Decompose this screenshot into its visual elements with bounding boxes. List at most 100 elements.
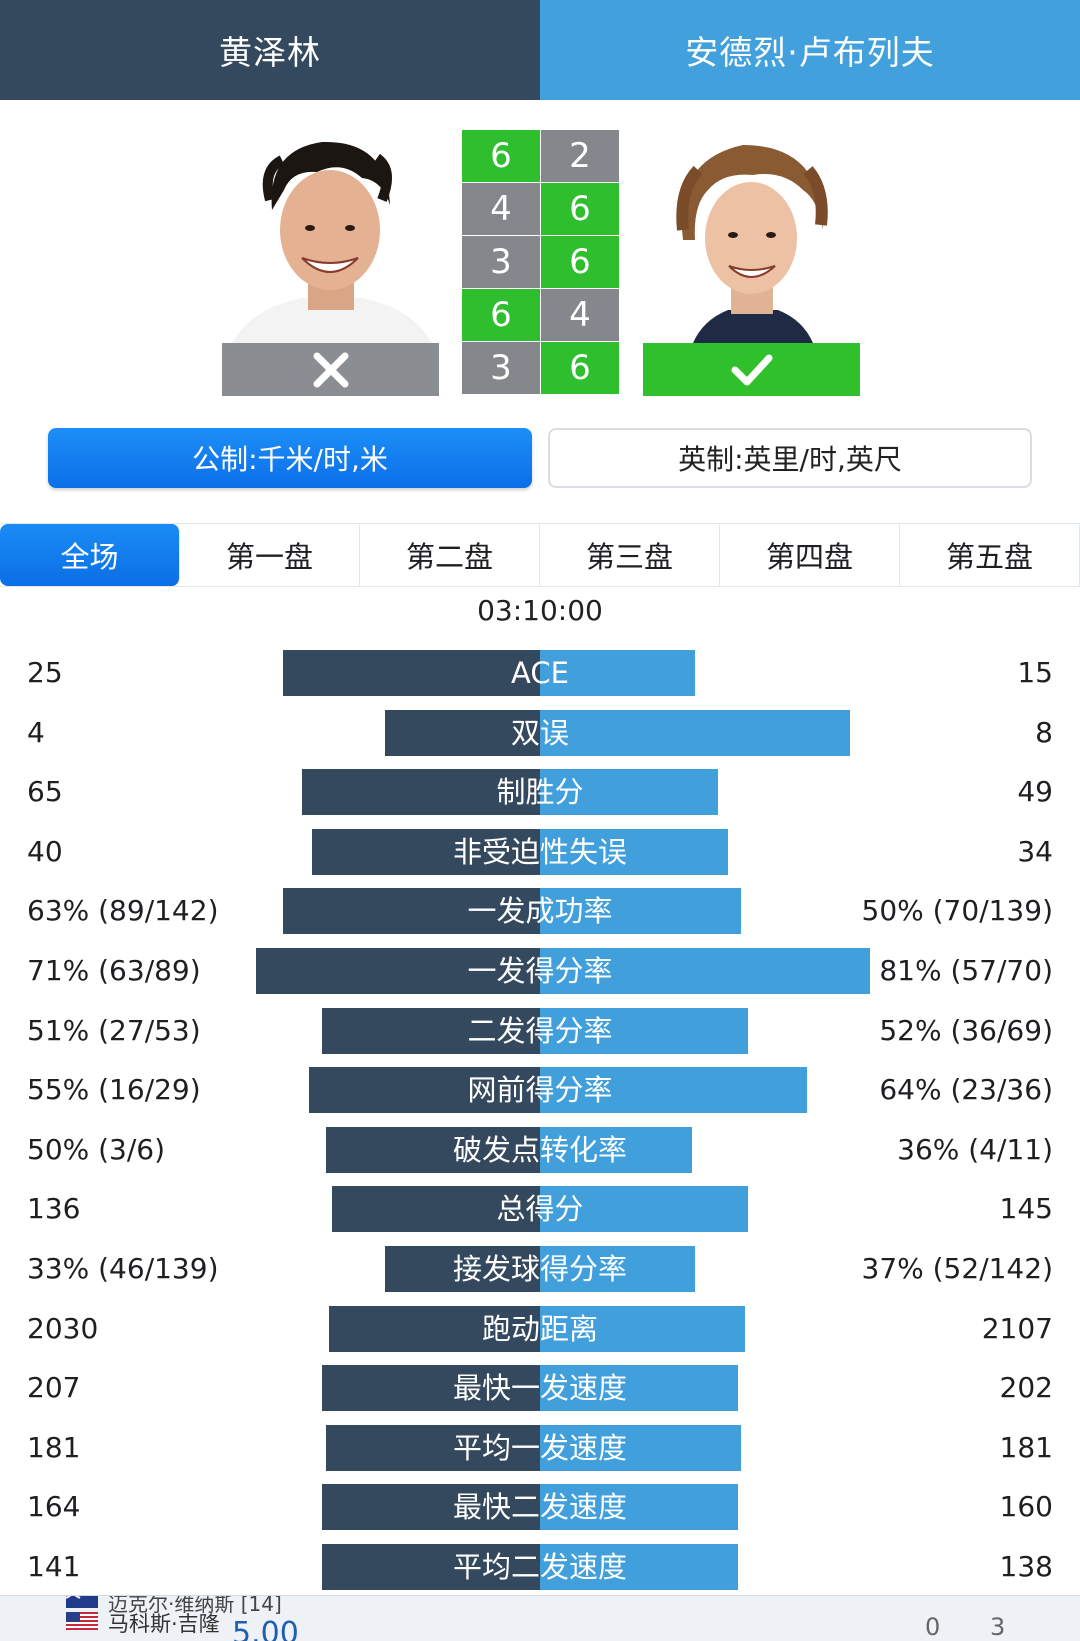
stat-left-bar bbox=[302, 769, 540, 816]
next-match-score-1: 0 bbox=[925, 1613, 941, 1641]
stat-left-bar bbox=[282, 888, 540, 935]
set-4-left-score: 6 bbox=[462, 289, 540, 341]
stat-left-value: 50% (3/6) bbox=[27, 1132, 166, 1166]
stat-left-bar bbox=[325, 1126, 540, 1173]
stat-row: 207 最快一发速度 202 bbox=[0, 1365, 1080, 1425]
stat-left-bar bbox=[309, 1067, 540, 1114]
player-right-name[interactable]: 安德烈·卢布列夫 bbox=[540, 0, 1080, 100]
stat-right-value: 8 bbox=[1035, 715, 1053, 749]
set-1-right-score: 2 bbox=[541, 130, 619, 182]
set-3-row: 3 6 bbox=[462, 236, 620, 288]
stat-left-value: 55% (16/29) bbox=[27, 1073, 201, 1107]
set-3-right-score: 6 bbox=[541, 236, 619, 288]
stat-left-bar bbox=[256, 947, 540, 994]
stat-right-value: 181 bbox=[999, 1430, 1053, 1464]
stat-right-bar bbox=[540, 1543, 738, 1590]
stat-right-value: 2107 bbox=[981, 1311, 1053, 1345]
stat-right-bar bbox=[540, 1007, 748, 1054]
stat-right-bar bbox=[540, 769, 719, 816]
loss-icon bbox=[222, 343, 439, 396]
stat-row: 63% (89/142) 一发成功率 50% (70/139) bbox=[0, 888, 1080, 948]
stats-table: 25 ACE 15 4 双误 8 65 制胜分 49 40 非受迫性失误 34 … bbox=[0, 650, 1080, 1604]
stat-right-bar bbox=[540, 1424, 742, 1471]
stat-left-value: 136 bbox=[27, 1192, 81, 1226]
stat-left-value: 71% (63/89) bbox=[27, 953, 201, 987]
tab-set-2[interactable]: 第二盘 bbox=[360, 524, 540, 586]
stat-right-value: 160 bbox=[999, 1490, 1053, 1524]
stat-right-bar bbox=[540, 947, 870, 994]
stat-row: 2030 跑动距离 2107 bbox=[0, 1305, 1080, 1366]
stat-right-value: 37% (52/142) bbox=[861, 1251, 1054, 1285]
stat-right-bar bbox=[540, 1484, 738, 1531]
stat-right-value: 36% (4/11) bbox=[897, 1132, 1053, 1166]
stat-right-value: 145 bbox=[999, 1192, 1053, 1226]
set-5-left-score: 3 bbox=[462, 342, 540, 394]
stat-right-bar bbox=[540, 1305, 745, 1352]
stat-left-bar bbox=[322, 1484, 540, 1531]
stat-left-value: 25 bbox=[27, 656, 63, 689]
tab-set-4[interactable]: 第四盘 bbox=[720, 524, 900, 586]
stat-left-bar bbox=[325, 1424, 540, 1471]
stat-right-bar bbox=[540, 888, 742, 935]
match-duration: 03:10:00 bbox=[477, 594, 603, 627]
set-4-row: 6 4 bbox=[462, 289, 620, 341]
stat-row: 164 最快二发速度 160 bbox=[0, 1484, 1080, 1544]
australia-flag-icon bbox=[66, 1596, 98, 1608]
next-match-player-1: 迈克尔·维纳斯 [14] bbox=[108, 1595, 282, 1616]
stat-left-value: 141 bbox=[27, 1549, 81, 1583]
stat-row: 136 总得分 145 bbox=[0, 1186, 1080, 1246]
stat-left-value: 63% (89/142) bbox=[27, 894, 219, 928]
stat-right-value: 50% (70/139) bbox=[861, 894, 1054, 928]
stat-right-bar bbox=[540, 828, 729, 875]
stat-left-value: 33% (46/139) bbox=[27, 1251, 219, 1285]
set-1-row: 6 2 bbox=[462, 130, 620, 182]
stat-right-value: 34 bbox=[1017, 834, 1053, 868]
set-scores: 6 2 4 6 3 6 6 4 3 6 bbox=[462, 130, 620, 395]
stat-row: 181 平均一发速度 181 bbox=[0, 1424, 1080, 1485]
set-2-row: 4 6 bbox=[462, 183, 620, 235]
stat-right-value: 64% (23/36) bbox=[879, 1073, 1053, 1107]
set-1-left-score: 6 bbox=[462, 130, 540, 182]
stat-right-bar bbox=[540, 1126, 692, 1173]
stat-left-value: 4 bbox=[27, 715, 45, 749]
stat-left-bar bbox=[332, 1186, 540, 1233]
stat-left-bar bbox=[384, 709, 540, 756]
player-right-avatar bbox=[643, 130, 860, 343]
stat-right-bar bbox=[540, 1186, 748, 1233]
stat-right-value: 202 bbox=[999, 1371, 1053, 1405]
odds-value[interactable]: 5.00 bbox=[232, 1616, 299, 1641]
stat-right-value: 138 bbox=[999, 1549, 1053, 1583]
stat-left-bar bbox=[322, 1543, 540, 1590]
stat-right-value: 81% (57/70) bbox=[879, 953, 1053, 987]
tab-set-5[interactable]: 第五盘 bbox=[900, 524, 1080, 586]
tab-full-match[interactable]: 全场 bbox=[0, 524, 180, 586]
player-left-name[interactable]: 黄泽林 bbox=[0, 0, 540, 100]
stat-left-value: 2030 bbox=[27, 1311, 99, 1345]
stat-row: 71% (63/89) 一发得分率 81% (57/70) bbox=[0, 947, 1080, 1008]
stat-left-bar bbox=[322, 1007, 540, 1054]
stat-left-bar bbox=[282, 650, 540, 696]
match-header: 黄泽林 安德烈·卢布列夫 bbox=[0, 0, 1080, 100]
usa-flag-icon bbox=[66, 1612, 98, 1630]
next-match-strip[interactable]: 迈克尔·维纳斯 [14] 马科斯·吉隆 5.00 0 3 bbox=[0, 1595, 1080, 1641]
tab-set-1[interactable]: 第一盘 bbox=[180, 524, 360, 586]
set-4-right-score: 4 bbox=[541, 289, 619, 341]
metric-unit-button[interactable]: 公制:千米/时,米 bbox=[48, 428, 532, 488]
set-2-left-score: 4 bbox=[462, 183, 540, 235]
stat-right-bar bbox=[540, 709, 851, 756]
stat-left-bar bbox=[384, 1245, 540, 1292]
stat-row: 25 ACE 15 bbox=[0, 650, 1080, 710]
win-check-icon bbox=[643, 343, 860, 396]
stat-row: 33% (46/139) 接发球得分率 37% (52/142) bbox=[0, 1245, 1080, 1306]
stat-row: 40 非受迫性失误 34 bbox=[0, 828, 1080, 889]
player-left-avatar bbox=[222, 130, 439, 343]
stat-row: 65 制胜分 49 bbox=[0, 769, 1080, 829]
set-5-row: 3 6 bbox=[462, 342, 620, 394]
tab-set-3[interactable]: 第三盘 bbox=[540, 524, 720, 586]
stat-left-bar bbox=[312, 828, 540, 875]
stat-left-value: 181 bbox=[27, 1430, 81, 1464]
stat-right-value: 15 bbox=[1017, 656, 1053, 689]
stat-right-bar bbox=[540, 1245, 696, 1292]
stat-right-bar bbox=[540, 650, 696, 696]
imperial-unit-button[interactable]: 英制:英里/时,英尺 bbox=[548, 428, 1032, 488]
